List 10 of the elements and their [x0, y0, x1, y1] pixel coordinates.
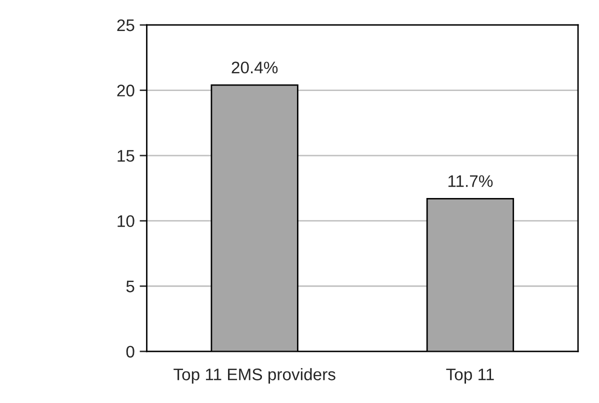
data-label: 11.7%	[448, 175, 493, 187]
y-tick-label: 10	[118, 215, 134, 228]
x-tick-label: Top 11 EMS providers	[174, 368, 336, 384]
y-tick-label: 5	[126, 280, 134, 292]
y-tick-label: 0	[126, 346, 134, 358]
y-tick-label: 25	[117, 19, 134, 32]
x-tick-label: Top 11	[446, 368, 494, 384]
y-tick-label: 15	[118, 150, 134, 162]
y-tick-label: 20	[117, 84, 134, 96]
data-label: 20.4%	[232, 62, 278, 74]
